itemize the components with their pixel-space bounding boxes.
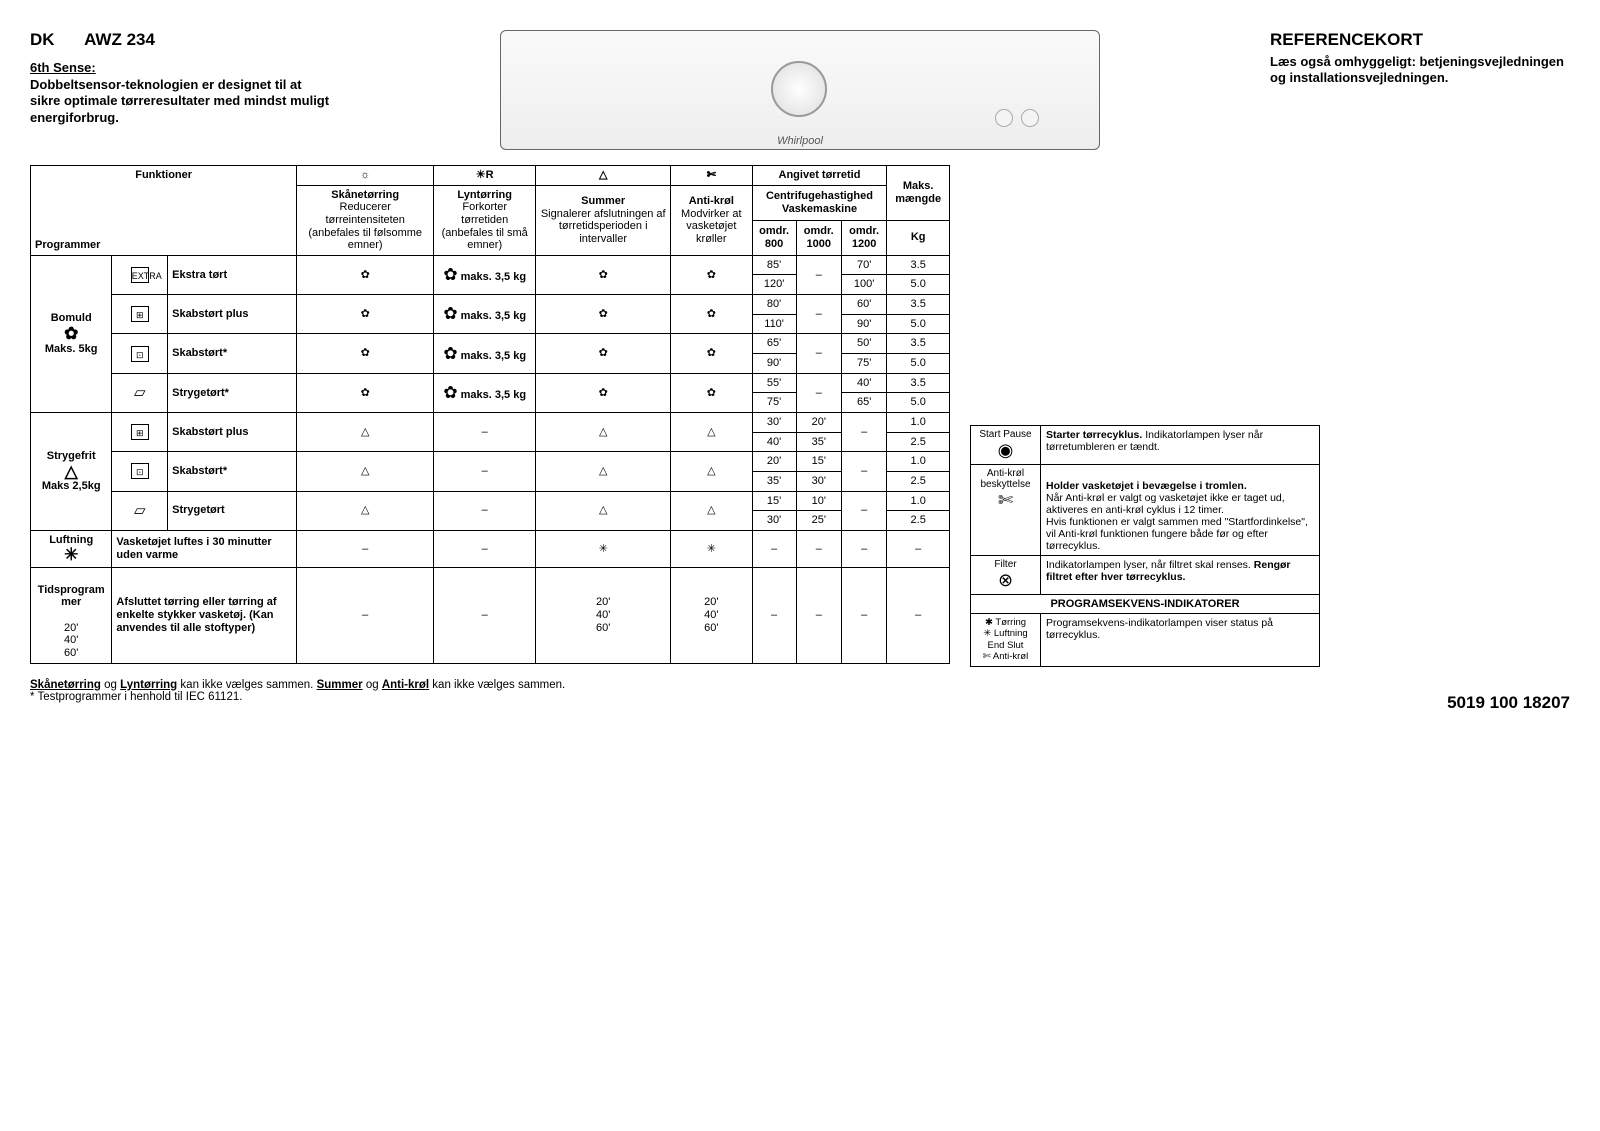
table-row: ⊞ Skabstørt plus ✿ ✿ maks. 3,5 kg ✿ ✿ 80…	[31, 295, 950, 315]
seq-items: ✱ Tørring ✳ Luftning End Slut ✄ Anti-krø…	[971, 614, 1041, 667]
model-line: DK AWZ 234	[30, 30, 330, 50]
start-pause-label: Start Pause	[979, 429, 1031, 440]
skane-col: Skånetørring Reducerer tørreintensiteten…	[297, 185, 434, 255]
lyn-sel: ✿ maks. 3,5 kg	[434, 255, 536, 294]
part-number: 5019 100 18207	[1447, 693, 1570, 713]
panel-buttons	[995, 109, 1039, 127]
cat-sub: Maks. 5kg	[45, 343, 98, 355]
filter-label: Filter	[994, 559, 1016, 570]
table-row-luftning: Luftning ✳ Vasketøjet luftes i 30 minutt…	[31, 530, 950, 567]
model-number: AWZ 234	[84, 30, 155, 49]
centrifuge-header: Centrifugehastighed Vaskemaskine	[752, 185, 887, 220]
seq-title: PROGRAMSEKVENS-INDIKATORER	[971, 595, 1320, 614]
cat-name: Bomuld	[51, 312, 92, 324]
header-row: DK AWZ 234 6th Sense: Dobbeltsensor-tekn…	[30, 30, 1570, 150]
country-code: DK	[30, 30, 80, 50]
funktioner-header: Funktioner	[31, 166, 297, 186]
lyn-desc: Forkorter tørretiden (anbefales til små …	[442, 201, 528, 251]
header-right: REFERENCEKORT Læs også omhyggeligt: betj…	[1270, 30, 1570, 87]
rpm1000: omdr. 1000	[796, 220, 841, 255]
summer-desc: Signalerer afslutningen af tørretidsperi…	[541, 208, 666, 245]
side-row: Start Pause ◉ Starter tørrecyklus. Indik…	[971, 426, 1320, 465]
prog-name: Ekstra tørt	[168, 255, 297, 294]
table-row: ⊡ Skabstørt* ✿ ✿ maks. 3,5 kg ✿ ✿ 65' – …	[31, 334, 950, 354]
side-row: Anti-krøl beskyttelse ✄ Holder vasketøje…	[971, 465, 1320, 556]
summer-icon: △	[536, 166, 671, 186]
start-pause-icon: ◉	[976, 440, 1035, 461]
table-row: ⏥ Strygetørt* ✿ ✿ maks. 3,5 kg ✿ ✿ 55' –…	[31, 373, 950, 393]
table-row: ⏥ Strygetørt △ – △ △ 15' 10' – 1.0	[31, 491, 950, 511]
programmer-header: Programmer	[31, 185, 297, 255]
sixth-sense-title: 6th Sense:	[30, 60, 330, 75]
r800: 85'	[752, 255, 796, 275]
side-seq-title-row: PROGRAMSEKVENS-INDIKATORER	[971, 595, 1320, 614]
antikrol-side-icon: ✄	[976, 490, 1035, 511]
skane-icon: ☼	[297, 166, 434, 186]
category-luftning: Luftning ✳	[31, 530, 112, 567]
antikrol-label: Anti-krøl beskyttelse	[980, 468, 1030, 490]
r1200: 70'	[841, 255, 886, 275]
start-pause-bold: Starter tørrecyklus.	[1046, 429, 1142, 441]
lyn-icon: ☀R	[434, 166, 536, 186]
angivet-header: Angivet tørretid	[752, 166, 887, 186]
dial-icon	[771, 61, 827, 117]
category-strygefrit: Strygefrit △ Maks 2,5kg	[31, 412, 112, 530]
prog-icon: EXTRA	[112, 255, 168, 294]
antikrol-sel: ✿	[671, 255, 753, 294]
summer-title: Summer	[581, 195, 625, 207]
skane-desc: Reducerer tørreintensiteten (anbefales t…	[308, 201, 422, 251]
seq-text: Programsekvens-indikatorlampen viser sta…	[1041, 614, 1320, 667]
skane-title: Skånetørring	[331, 189, 399, 201]
table-row: ⊡ Skabstørt* △ – △ △ 20' 15' – 1.0	[31, 452, 950, 472]
r1000: –	[796, 255, 841, 294]
program-table: Funktioner ☼ ☀R △ ✄ Angivet tørretid Mak…	[30, 165, 950, 664]
rpm1200: omdr. 1200	[841, 220, 886, 255]
kg: 3.5	[887, 255, 950, 275]
sixth-sense-text: Dobbeltsensor-teknologien er designet ti…	[30, 77, 330, 126]
table-row: Bomuld ✿ Maks. 5kg EXTRA Ekstra tørt ✿ ✿…	[31, 255, 950, 275]
summer-sel: ✿	[536, 255, 671, 294]
antikrol-icon: ✄	[671, 166, 753, 186]
rpm800: omdr. 800	[752, 220, 796, 255]
antikrol-col: Anti-krøl Modvirker at vasketøjet krølle…	[671, 185, 753, 255]
footnote-iec: * Testprogrammer i henhold til IEC 61121…	[30, 691, 242, 703]
category-tidsprogram: Tidsprogram mer 20' 40' 60'	[31, 568, 112, 663]
lyn-col: Lyntørring Forkorter tørretiden (anbefal…	[434, 185, 536, 255]
control-panel-diagram: Whirlpool	[500, 30, 1100, 150]
antikrol-title: Anti-krøl	[689, 195, 734, 207]
summer-col: Summer Signalerer afslutningen af tørret…	[536, 185, 671, 255]
side-row: Filter ⊗ Indikatorlampen lyser, når filt…	[971, 556, 1320, 595]
maks-header: Maks. mængde	[887, 166, 950, 221]
table-row-tidsprogram: Tidsprogram mer 20' 40' 60' Afsluttet tø…	[31, 568, 950, 663]
side-row: ✱ Tørring ✳ Luftning End Slut ✄ Anti-krø…	[971, 614, 1320, 667]
reference-title: REFERENCEKORT	[1270, 30, 1570, 50]
header-left: DK AWZ 234 6th Sense: Dobbeltsensor-tekn…	[30, 30, 330, 126]
indicator-table: Start Pause ◉ Starter tørrecyklus. Indik…	[970, 425, 1320, 667]
footnotes: Skånetørring og Lyntørring kan ikke vælg…	[30, 679, 1570, 703]
table-row: Strygefrit △ Maks 2,5kg ⊞ Skabstørt plus…	[31, 412, 950, 432]
skane-sel: ✿	[297, 255, 434, 294]
panel-brand: Whirlpool	[777, 135, 823, 147]
cat-icon: ✿	[64, 325, 78, 342]
category-bomuld: Bomuld ✿ Maks. 5kg	[31, 255, 112, 412]
antikrol-desc: Modvirker at vasketøjet krøller	[681, 208, 742, 245]
filter-icon: ⊗	[976, 570, 1035, 591]
reference-text: Læs også omhyggeligt: betjeningsvejledni…	[1270, 54, 1570, 87]
lyn-title: Lyntørring	[457, 189, 512, 201]
kg-header: Kg	[887, 220, 950, 255]
